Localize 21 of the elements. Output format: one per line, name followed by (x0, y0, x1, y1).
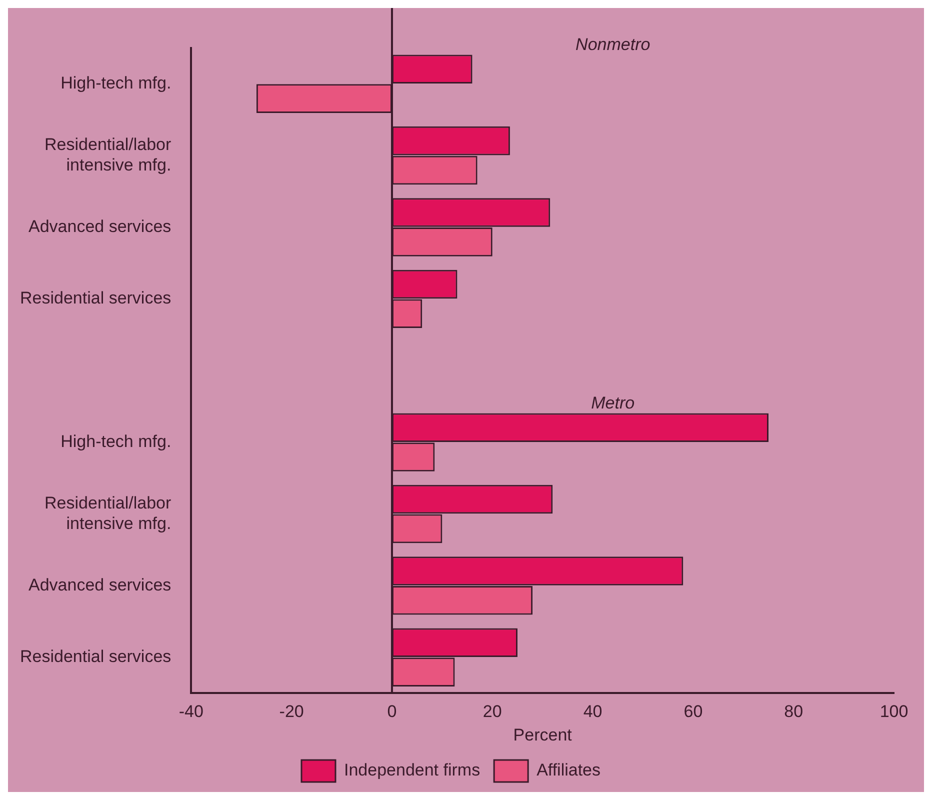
y-tick-label: Residential/labor intensive mfg. (44, 493, 172, 533)
y-tick-label: Residential/labor intensive mfg. (44, 135, 172, 174)
y-tick-label: Advanced services (28, 216, 172, 236)
annotation: Nonmetro (576, 34, 650, 54)
x-tick-label: -20 (279, 702, 304, 722)
x-axis-title: Percent (513, 725, 572, 744)
y-tick-label: Advanced services (28, 575, 172, 594)
legend-label: Independent firms (344, 760, 480, 780)
y-tick-label: High-tech mfg. (60, 74, 172, 93)
x-tick-label: 20 (482, 702, 502, 722)
y-tick-label: High-tech mfg. (60, 432, 172, 451)
x-tick-label: 0 (387, 702, 397, 722)
y-tick-label: Residential services (20, 647, 172, 666)
x-tick-label: 40 (583, 702, 602, 722)
x-tick-label: 80 (784, 702, 804, 722)
y-tick-label: Residential services (20, 288, 172, 308)
annotation: Metro (591, 393, 635, 412)
x-tick-label: 60 (684, 702, 703, 722)
x-tick-label: 100 (880, 702, 908, 722)
x-tick-label: -40 (178, 702, 204, 722)
legend-label: Affiliates (536, 760, 601, 780)
